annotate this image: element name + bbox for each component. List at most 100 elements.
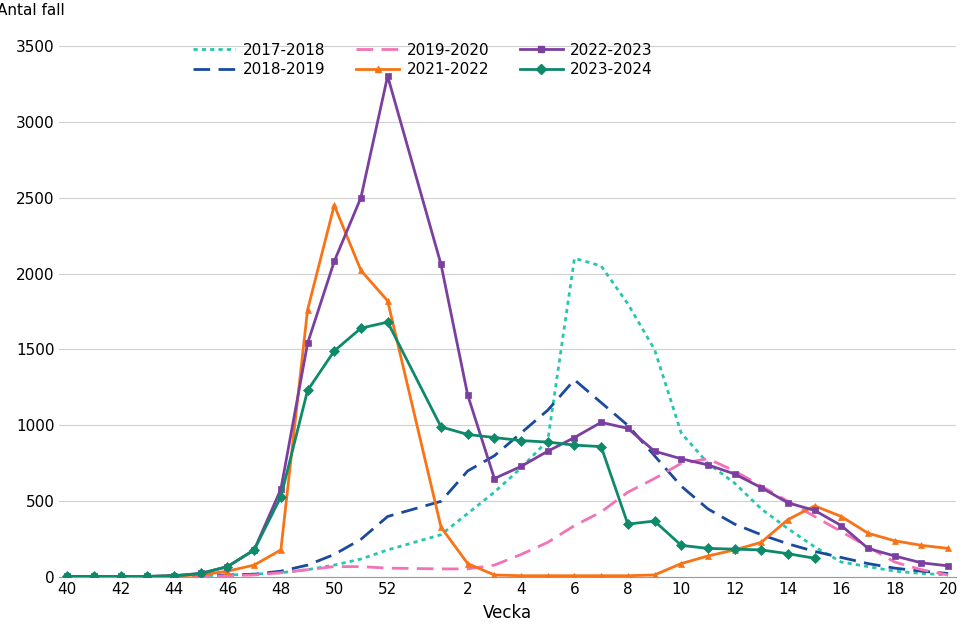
2018-2019 [355,535,367,543]
2018-2019 [889,564,900,572]
2023-2024 [782,550,794,557]
2019-2020 [115,573,127,581]
2023-2024 [168,572,180,579]
2017-2018 [889,567,900,575]
2022-2023 [595,418,607,426]
2021-2022 [355,267,367,274]
2022-2023 [542,447,554,455]
2023-2024 [115,573,127,581]
2022-2023 [88,573,99,581]
2017-2018 [675,429,687,437]
2023-2024 [222,563,234,571]
2023-2024 [301,387,313,394]
2022-2023 [809,506,820,514]
2023-2024 [382,318,393,326]
2018-2019 [275,567,287,575]
2019-2020 [88,573,99,581]
2017-2018 [702,460,714,467]
2021-2022 [62,573,73,581]
2022-2023 [728,470,740,478]
2021-2022 [569,572,581,579]
2023-2024 [702,545,714,552]
2023-2024 [728,545,740,553]
2019-2020 [222,572,234,579]
2021-2022 [649,571,661,579]
2022-2023 [863,545,874,552]
2019-2020 [916,566,927,574]
2023-2024 [489,434,500,442]
2023-2024 [542,438,554,446]
2019-2020 [328,563,340,571]
2018-2019 [489,452,500,460]
2019-2020 [782,498,794,505]
2022-2023 [355,194,367,201]
2022-2023 [222,563,234,571]
2022-2023 [168,572,180,579]
2019-2020 [863,543,874,550]
2018-2019 [301,561,313,569]
2022-2023 [675,455,687,462]
2023-2024 [569,442,581,449]
2019-2020 [942,571,953,579]
Line: 2019-2020: 2019-2020 [68,459,948,577]
2022-2023 [382,72,393,80]
2019-2020 [248,571,260,579]
2018-2019 [142,573,154,581]
2017-2018 [569,255,581,262]
2018-2019 [728,520,740,528]
X-axis label: Vecka: Vecka [483,604,532,622]
2022-2023 [195,570,207,577]
2017-2018 [542,437,554,444]
2023-2024 [595,443,607,450]
2019-2020 [728,467,740,475]
2023-2024 [649,517,661,525]
2021-2022 [462,560,473,567]
2017-2018 [355,555,367,563]
2018-2019 [569,376,581,384]
Line: 2021-2022: 2021-2022 [64,202,952,580]
2021-2022 [809,502,820,509]
2023-2024 [195,570,207,577]
2017-2018 [222,571,234,579]
2022-2023 [115,573,127,581]
2018-2019 [836,554,847,561]
2021-2022 [88,573,99,581]
2022-2023 [301,340,313,347]
Legend: 2017-2018, 2018-2019, 2019-2020, 2021-2022, 2022-2023, 2023-2024: 2017-2018, 2018-2019, 2019-2020, 2021-20… [192,43,653,77]
2022-2023 [889,552,900,560]
2022-2023 [515,462,526,470]
Line: 2017-2018: 2017-2018 [68,259,948,577]
2018-2019 [595,399,607,406]
2017-2018 [942,571,953,579]
2019-2020 [301,566,313,574]
2023-2024 [755,546,767,554]
2019-2020 [515,551,526,559]
2017-2018 [462,509,473,517]
2018-2019 [702,505,714,513]
2019-2020 [569,522,581,530]
Text: Antal fall: Antal fall [0,3,65,18]
2018-2019 [515,429,526,437]
2018-2019 [942,570,953,577]
2023-2024 [248,546,260,554]
2018-2019 [809,548,820,555]
Line: 2018-2019: 2018-2019 [68,380,948,577]
2017-2018 [195,572,207,579]
2021-2022 [916,542,927,549]
2019-2020 [649,475,661,482]
2021-2022 [542,572,554,579]
2017-2018 [301,566,313,574]
2019-2020 [168,573,180,581]
2023-2024 [275,493,287,501]
2021-2022 [382,297,393,304]
2017-2018 [595,262,607,270]
2018-2019 [542,406,554,414]
2017-2018 [88,573,99,581]
2019-2020 [382,564,393,572]
2021-2022 [889,537,900,545]
2021-2022 [436,523,447,531]
2018-2019 [248,571,260,578]
2018-2019 [675,482,687,490]
2019-2020 [675,460,687,467]
2021-2022 [782,516,794,523]
